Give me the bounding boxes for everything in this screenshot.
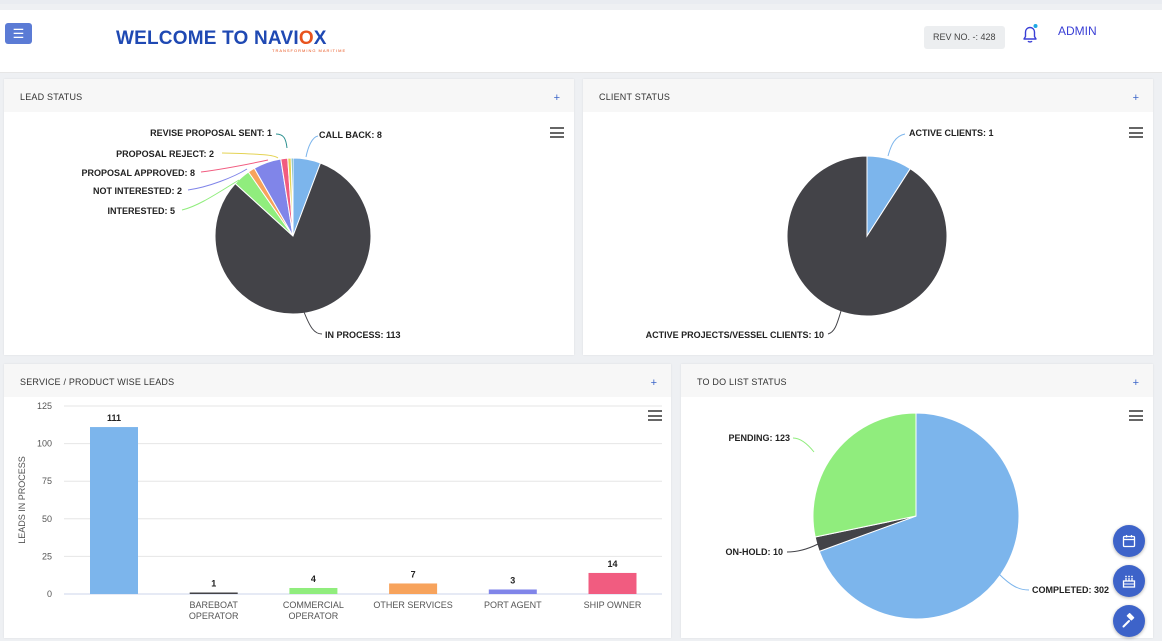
bar-bareboat-operator[interactable] bbox=[189, 592, 238, 594]
y-tick-label: 100 bbox=[37, 439, 52, 449]
x-tick-label: OPERATOR bbox=[289, 611, 339, 621]
brand-part-a: NAVI bbox=[254, 28, 299, 49]
y-tick-label: 50 bbox=[42, 514, 52, 524]
brand-part-b: X bbox=[313, 28, 327, 49]
brand-wheel-o: O bbox=[298, 28, 314, 49]
label-in-process: IN PROCESS: 113 bbox=[325, 330, 401, 340]
todo-status-panel: TO DO LIST STATUS + PENDING: 123 ON-HOLD… bbox=[681, 364, 1153, 638]
client-status-pie-chart: ACTIVE CLIENTS: 1 ACTIVE PROJECTS/VESSEL… bbox=[646, 128, 994, 340]
welcome-title: WELCOME TO NAVIOX bbox=[116, 28, 327, 50]
cake-icon bbox=[1122, 575, 1136, 588]
birthday-fab-button[interactable] bbox=[1113, 565, 1145, 597]
bar-value-label: 4 bbox=[311, 574, 316, 584]
panel-title: LEAD STATUS bbox=[20, 92, 83, 102]
gavel-fab-button[interactable] bbox=[1113, 605, 1145, 637]
chart-menu-icon[interactable] bbox=[550, 127, 564, 138]
x-tick-label: OPERATOR bbox=[189, 611, 239, 621]
notification-bell-icon[interactable] bbox=[1019, 23, 1041, 45]
connector-pending bbox=[792, 437, 815, 453]
connector-active-clients bbox=[887, 133, 906, 157]
label-proposal-approved: PROPOSAL APPROVED: 8 bbox=[81, 168, 195, 178]
bar-value-label: 3 bbox=[510, 575, 515, 585]
expand-plus-icon[interactable]: + bbox=[1132, 92, 1139, 104]
label-active-clients: ACTIVE CLIENTS: 1 bbox=[909, 128, 994, 138]
lead-slice-other[interactable] bbox=[290, 157, 294, 237]
label-interested: INTERESTED: 5 bbox=[107, 206, 175, 216]
panel-header: SERVICE / PRODUCT WISE LEADS + bbox=[4, 364, 671, 397]
connector-interested bbox=[181, 179, 240, 211]
admin-user-link[interactable]: ADMIN bbox=[1058, 24, 1097, 38]
bar-port-agent[interactable] bbox=[488, 589, 537, 594]
y-axis-label: LEADS IN PROCESS bbox=[17, 456, 27, 544]
x-tick-label: PORT AGENT bbox=[484, 600, 542, 610]
connector-not-interested bbox=[187, 168, 248, 191]
service-leads-panel: SERVICE / PRODUCT WISE LEADS + 0 25 50 75 10… bbox=[4, 364, 671, 638]
todo-slice-pending[interactable] bbox=[812, 412, 917, 538]
y-tick-label: 0 bbox=[47, 589, 52, 599]
label-pending: PENDING: 123 bbox=[728, 433, 790, 443]
label-proposal-reject: PROPOSAL REJECT: 2 bbox=[116, 149, 214, 159]
y-tick-label: 25 bbox=[42, 551, 52, 561]
connector-revise bbox=[275, 133, 288, 149]
label-completed: COMPLETED: 302 bbox=[1032, 585, 1109, 595]
label-on-hold: ON-HOLD: 10 bbox=[725, 547, 783, 557]
welcome-prefix: WELCOME TO bbox=[116, 28, 255, 49]
panel-header: TO DO LIST STATUS + bbox=[681, 364, 1153, 397]
bar-ship-owner[interactable] bbox=[588, 572, 637, 594]
expand-plus-icon[interactable]: + bbox=[1132, 377, 1139, 389]
bar-value-label: 14 bbox=[607, 559, 617, 569]
calendar-icon bbox=[1122, 535, 1136, 548]
panel-title: SERVICE / PRODUCT WISE LEADS bbox=[20, 377, 175, 387]
y-tick-label: 75 bbox=[42, 476, 52, 486]
bar-commercial-operator[interactable] bbox=[289, 587, 338, 594]
x-tick-label: BAREBOAT bbox=[190, 600, 239, 610]
todo-status-pie-chart: PENDING: 123 ON-HOLD: 10 COMPLETED: 302 bbox=[725, 412, 1109, 620]
x-tick-label: SHIP OWNER bbox=[584, 600, 642, 610]
client-status-panel: CLIENT STATUS + ACTIVE CLIENTS: 1 ACTIVE… bbox=[583, 79, 1153, 355]
expand-plus-icon[interactable]: + bbox=[553, 92, 560, 104]
lead-status-panel: LEAD STATUS + REVISE PROPOSAL SENT: 1 CA… bbox=[4, 79, 574, 355]
label-not-interested: NOT INTERESTED: 2 bbox=[93, 186, 182, 196]
connector-proposal-reject bbox=[221, 152, 279, 159]
x-tick-label: OTHER SERVICES bbox=[373, 600, 452, 610]
client-slice-active-projects-vessel-clients[interactable] bbox=[786, 155, 948, 317]
chart-menu-icon[interactable] bbox=[1129, 127, 1143, 138]
bar-value-label: 1 bbox=[211, 578, 216, 588]
label-revise-proposal-sent: REVISE PROPOSAL SENT: 1 bbox=[150, 128, 272, 138]
connector-completed bbox=[998, 573, 1030, 591]
top-strip bbox=[0, 0, 1162, 4]
bar-unnamed[interactable] bbox=[90, 427, 138, 594]
gavel-icon bbox=[1122, 613, 1135, 628]
lead-status-pie-chart: REVISE PROPOSAL SENT: 1 CALL BACK: 8 PRO… bbox=[81, 128, 401, 340]
panel-title: CLIENT STATUS bbox=[599, 92, 671, 102]
connector-call-back bbox=[305, 135, 319, 158]
connector-on-hold bbox=[786, 543, 819, 553]
bar-value-label: 7 bbox=[411, 569, 416, 579]
revision-badge: REV NO. -: 428 bbox=[924, 26, 1005, 49]
label-call-back: CALL BACK: 8 bbox=[319, 130, 382, 140]
panel-header: CLIENT STATUS + bbox=[583, 79, 1153, 112]
chart-menu-icon[interactable] bbox=[648, 410, 662, 421]
panel-title: TO DO LIST STATUS bbox=[697, 377, 787, 387]
top-header: ☰ WELCOME TO NAVIOX TRANSFORMING MARITIM… bbox=[0, 10, 1162, 73]
connector-proposal-approved bbox=[200, 159, 269, 173]
menu-toggle-button[interactable]: ☰ bbox=[5, 23, 32, 44]
panel-header: LEAD STATUS + bbox=[4, 79, 574, 112]
bar-other-services[interactable] bbox=[389, 583, 438, 594]
chart-menu-icon[interactable] bbox=[1129, 410, 1143, 421]
x-tick-label: COMMERCIAL bbox=[283, 600, 344, 610]
y-tick-label: 125 bbox=[37, 401, 52, 411]
connector-in-process bbox=[303, 311, 323, 335]
expand-plus-icon[interactable]: + bbox=[650, 377, 657, 389]
connector-active-projects bbox=[827, 310, 842, 335]
label-active-projects: ACTIVE PROJECTS/VESSEL CLIENTS: 10 bbox=[646, 330, 824, 340]
bar-value-label: 111 bbox=[107, 413, 121, 423]
brand-tagline: TRANSFORMING MARITIME bbox=[272, 48, 347, 53]
calendar-fab-button[interactable] bbox=[1113, 525, 1145, 557]
